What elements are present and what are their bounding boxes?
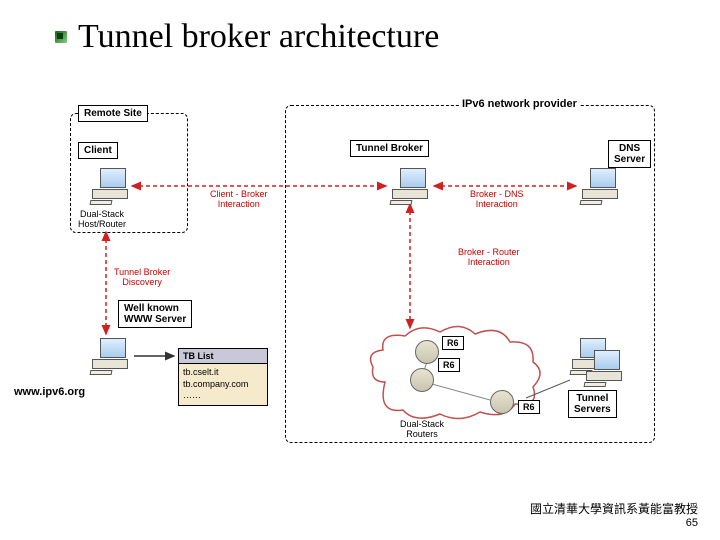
tb-list-header: TB List <box>179 349 267 364</box>
slide-title: Tunnel broker architecture <box>78 18 439 56</box>
footer-text: 國立清華大學資訊系黃能富教授 <box>530 502 698 516</box>
client-label: Client <box>78 142 118 159</box>
client-computer-icon <box>90 168 130 204</box>
router-icon <box>410 368 434 392</box>
www-computer-icon <box>90 338 130 374</box>
www-server-label: Well known WWW Server <box>118 300 192 328</box>
tb-list-row: tb.company.com <box>183 379 263 391</box>
architecture-diagram: Remote Site IPv6 network provider Client… <box>70 90 660 460</box>
tb-discovery-label: Tunnel Broker Discovery <box>114 268 170 288</box>
ipv6-provider-label: IPv6 network provider <box>460 98 579 110</box>
broker-router-label: Broker - Router Interaction <box>458 248 520 268</box>
client-broker-label: Client - Broker Interaction <box>210 190 268 210</box>
tb-list-box: TB List tb.cselt.it tb.company.com …… <box>178 348 268 406</box>
tb-list-body: tb.cselt.it tb.company.com …… <box>179 364 267 405</box>
r6-label: R6 <box>518 400 540 414</box>
broker-dns-label: Broker - DNS Interaction <box>470 190 524 210</box>
dns-computer-icon <box>580 168 620 204</box>
page-number: 65 <box>530 517 698 530</box>
router-icon <box>490 390 514 414</box>
tb-list-row: tb.cselt.it <box>183 367 263 379</box>
tunnel-broker-label: Tunnel Broker <box>350 140 429 157</box>
r6-label: R6 <box>438 358 460 372</box>
tunnel-server-icon <box>584 350 624 386</box>
bullet-icon <box>54 30 68 44</box>
remote-site-label: Remote Site <box>78 105 148 122</box>
broker-computer-icon <box>390 168 430 204</box>
slide-footer: 國立清華大學資訊系黃能富教授 65 <box>530 502 698 530</box>
r6-label: R6 <box>442 336 464 350</box>
dns-server-label: DNS Server <box>608 140 651 168</box>
router-icon <box>415 340 439 364</box>
tb-list-row: …… <box>183 390 263 402</box>
dual-stack-routers-label: Dual-Stack Routers <box>400 420 444 440</box>
tunnel-servers-label: Tunnel Servers <box>568 390 617 418</box>
dual-stack-host-label: Dual-Stack Host/Router <box>78 210 126 230</box>
www-url-label: www.ipv6.org <box>12 386 87 398</box>
